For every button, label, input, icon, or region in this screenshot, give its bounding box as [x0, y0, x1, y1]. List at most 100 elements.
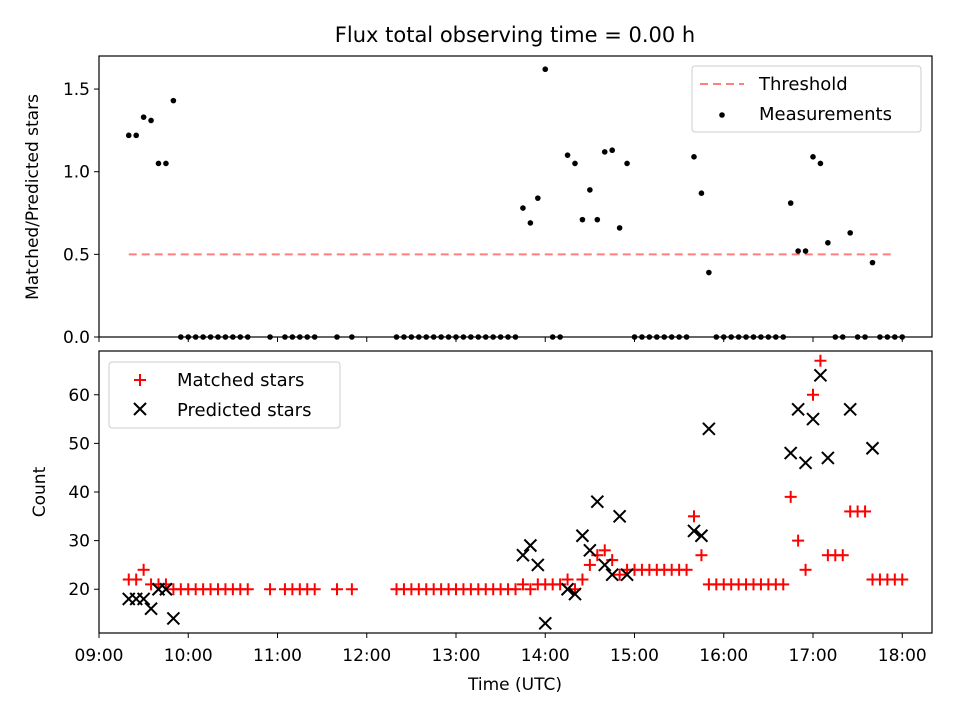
bottom-legend-frame [108, 361, 341, 429]
matched-star-point [576, 573, 589, 586]
matched-star-point [784, 490, 797, 503]
measurement-point [668, 334, 675, 340]
x-stroke [568, 587, 582, 601]
matched-star-point [591, 549, 604, 562]
measurement-point [572, 160, 578, 167]
predicted-star-point [605, 567, 619, 582]
predicted-star-point [560, 582, 575, 596]
predicted-star-point [166, 611, 181, 626]
x-stroke [136, 592, 151, 606]
x-stroke [531, 558, 545, 572]
measurement-point [579, 216, 586, 223]
matched-star-point [836, 549, 849, 562]
x-stroke [560, 582, 575, 596]
measurement-point [892, 334, 898, 340]
measurement-point [512, 334, 519, 340]
top-y-axis-label: Matched/Predicted stars [23, 94, 43, 300]
x-stroke [575, 529, 590, 543]
matched-star-point [137, 563, 150, 576]
x-stroke [783, 446, 798, 460]
matched-star-point [814, 354, 827, 367]
matched-star-point [613, 568, 626, 581]
matched-star-point [524, 583, 537, 596]
bottom-panel: Count Time (UTC) 20 30 40 50 60 09:00 10:00 11… [30, 350, 933, 695]
measurement-point [654, 334, 660, 340]
measurement-point [624, 160, 630, 167]
measurement-point [237, 334, 244, 340]
measurement-point [222, 334, 229, 340]
predicted-star-point [612, 509, 627, 524]
measurement-point [468, 334, 474, 340]
measurement-point [594, 216, 601, 223]
measurement-point [192, 334, 199, 340]
measurement-point [163, 160, 169, 167]
top-y-ticks: 0.0 0.5 1.0 1.5 [63, 80, 99, 348]
matched-star-point [688, 510, 700, 523]
measurement-point [282, 334, 288, 340]
measurement-point [311, 334, 318, 340]
measurement-point [728, 334, 734, 340]
predicted-star-point [516, 548, 530, 562]
bottom-x-tick-label: 16:00 [699, 646, 748, 666]
x-stroke [598, 558, 612, 572]
measurement-point [304, 334, 311, 340]
predicted-star-point [136, 592, 151, 606]
bottom-x-tick-label: 10:00 [164, 646, 213, 666]
matched-star-point [509, 583, 522, 596]
top-legend: Threshold Measurements [691, 65, 922, 133]
predicted-star-point [783, 446, 798, 460]
matched-star-point [695, 549, 708, 562]
bottom-y-axis-label: Count [30, 466, 50, 517]
legend-matched-swatch [134, 374, 146, 386]
measurement-point [460, 334, 467, 340]
x-stroke [612, 509, 627, 524]
measurement-point [401, 334, 407, 340]
bottom-y-tick-label: 40 [68, 483, 90, 503]
legend-threshold-label: Threshold [758, 74, 848, 95]
measurement-point [408, 334, 415, 340]
predicted-star-point [620, 567, 634, 582]
measurement-point [289, 334, 296, 340]
top-y-tick-label: 1.0 [63, 163, 90, 183]
measurement-point [884, 334, 891, 340]
matched-star-point [561, 573, 574, 586]
measurement-point [155, 160, 162, 167]
measurement-point [423, 334, 430, 340]
measurement-point [393, 334, 400, 340]
matched-star-point [777, 578, 790, 591]
predicted-star-point [806, 412, 820, 426]
measurement-point [810, 154, 816, 160]
measurement-point [780, 334, 787, 340]
measurement-point [817, 160, 824, 167]
measurement-point [832, 334, 839, 340]
measurement-point [527, 220, 534, 226]
top-marks [125, 66, 906, 340]
predicted-star-point [568, 587, 582, 601]
measurement-point [862, 334, 868, 340]
matched-star-point [241, 583, 254, 596]
x-stroke [620, 567, 634, 582]
bottom-x-tick-label: 17:00 [789, 646, 838, 666]
bottom-x-tick-label: 13:00 [432, 646, 481, 666]
measurement-point [349, 334, 355, 340]
bottom-y-tick-label: 60 [68, 386, 90, 406]
bottom-x-tick-label: 15:00 [610, 646, 659, 666]
measurement-point [438, 334, 444, 340]
matched-star-point [331, 583, 343, 596]
predicted-star-point [687, 524, 701, 538]
legend-measurements-label: Measurements [759, 104, 892, 125]
measurement-point [802, 248, 809, 254]
bottom-y-tick-label: 30 [68, 532, 90, 552]
measurement-point [505, 334, 511, 340]
top-y-tick-label: 0.0 [63, 328, 90, 348]
measurement-point [698, 190, 705, 196]
bottom-x-tick-label: 09:00 [75, 646, 124, 666]
predicted-star-point [702, 422, 716, 436]
matched-star-point [345, 583, 358, 596]
measurement-point [297, 334, 303, 340]
legend-measurements-swatch [719, 112, 725, 118]
bottom-x-ticks: 09:00 10:00 11:00 12:00 13:00 14:00 15:00 16:00… [75, 633, 927, 666]
x-stroke [159, 582, 173, 596]
predicted-star-point [821, 451, 835, 465]
